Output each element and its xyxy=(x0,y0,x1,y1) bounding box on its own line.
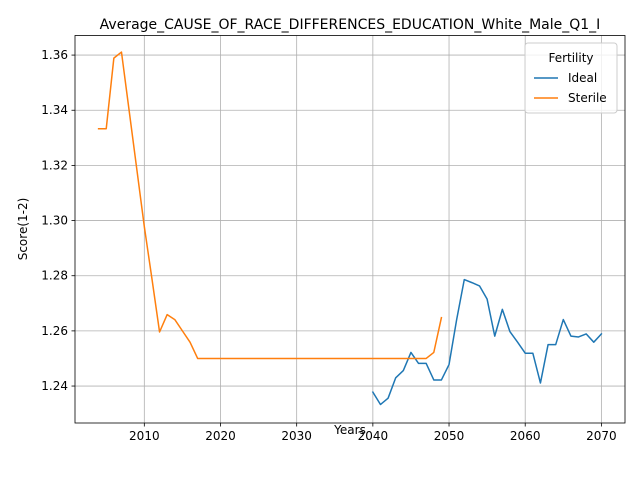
x-axis-label: Years xyxy=(333,423,366,437)
x-tick-label: 2010 xyxy=(129,429,160,443)
x-tick-label: 2030 xyxy=(281,429,312,443)
plot-area-frame xyxy=(74,35,626,424)
x-tick-label: 2020 xyxy=(205,429,236,443)
y-tick-label: 1.28 xyxy=(41,269,68,283)
x-tick-label: 2040 xyxy=(358,429,389,443)
grid-lines xyxy=(75,35,625,423)
x-axis-ticks: 2010 2020 2030 2040 2050 2060 2070 xyxy=(129,423,617,443)
y-axis-ticks: 1.24 1.26 1.28 1.30 1.32 1.34 1.36 xyxy=(41,48,75,393)
y-tick-label: 1.32 xyxy=(41,158,68,172)
x-tick-label: 2070 xyxy=(586,429,617,443)
legend-label-ideal: Ideal xyxy=(568,71,597,85)
y-tick-label: 1.30 xyxy=(41,214,68,228)
y-tick-label: 1.24 xyxy=(41,379,68,393)
x-tick-label: 2060 xyxy=(510,429,541,443)
legend-label-sterile: Sterile xyxy=(568,91,607,105)
legend-frame xyxy=(524,42,618,114)
y-tick-label: 1.26 xyxy=(41,324,68,338)
series-lines xyxy=(97,51,603,406)
x-tick-label: 2050 xyxy=(434,429,465,443)
y-axis-label: Score(1-2) xyxy=(16,198,30,261)
series-line-ideal xyxy=(371,278,603,406)
legend: Fertility Ideal Sterile xyxy=(524,42,618,114)
y-tick-label: 1.34 xyxy=(41,103,68,117)
legend-title: Fertility xyxy=(548,51,593,65)
series-line-sterile xyxy=(97,51,443,360)
chart-title: Average_CAUSE_OF_RACE_DIFFERENCES_EDUCAT… xyxy=(100,17,601,33)
y-tick-label: 1.36 xyxy=(41,48,68,62)
